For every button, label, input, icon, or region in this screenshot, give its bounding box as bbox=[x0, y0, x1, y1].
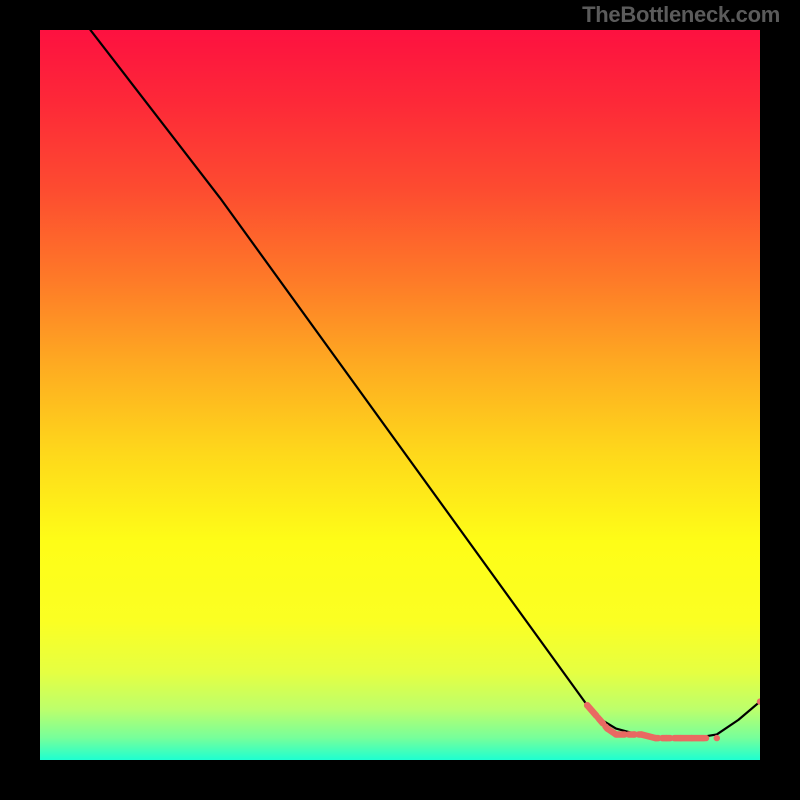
marker-dot bbox=[714, 735, 720, 741]
marker-dot bbox=[604, 725, 610, 731]
marker-dot bbox=[688, 735, 694, 741]
marker-dot bbox=[638, 731, 644, 737]
chart-frame: TheBottleneck.com bbox=[0, 0, 800, 800]
marker-dot bbox=[678, 735, 684, 741]
marker-dot bbox=[652, 735, 658, 741]
chart-svg bbox=[40, 30, 760, 760]
attribution-text: TheBottleneck.com bbox=[582, 2, 780, 28]
marker-dot bbox=[703, 735, 709, 741]
marker-dot bbox=[663, 735, 669, 741]
marker-dot bbox=[584, 702, 590, 708]
marker-dot bbox=[595, 714, 601, 720]
marker-dot bbox=[613, 731, 619, 737]
chart-background bbox=[40, 30, 760, 760]
bottleneck-chart bbox=[40, 30, 760, 760]
marker-dot bbox=[631, 731, 637, 737]
